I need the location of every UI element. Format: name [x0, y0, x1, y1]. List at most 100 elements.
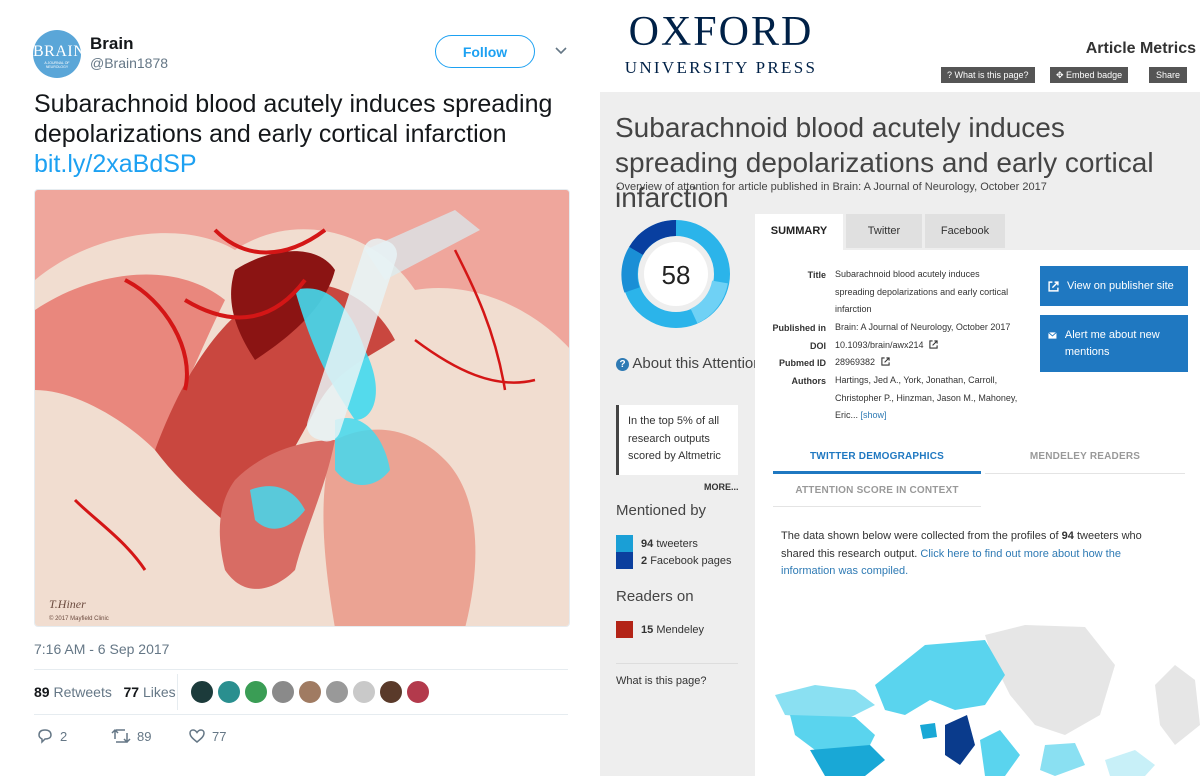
- data-info-link[interactable]: Click here to find out more about how th…: [781, 547, 1121, 578]
- title-value: Subarachnoid blood acutely induces sprea…: [835, 269, 1009, 314]
- top-percent-box: In the top 5% of all research outputs sc…: [616, 405, 738, 475]
- what-is-this-page-link[interactable]: What is this page?: [616, 675, 707, 687]
- altmetric-page: OXFORD UNIVERSITY PRESS Article Metrics …: [600, 0, 1200, 776]
- active-tab-underline: [773, 471, 981, 474]
- alert-me-label: Alert me about new mentions: [1064, 329, 1160, 358]
- avatar[interactable]: [298, 680, 322, 704]
- retweets-count[interactable]: 89: [34, 684, 50, 700]
- published-label: Published in: [772, 323, 826, 333]
- avatar[interactable]: [271, 680, 295, 704]
- mendeley-swatch: [616, 621, 633, 638]
- tweet-link[interactable]: bit.ly/2xaBdSP: [34, 150, 197, 178]
- publisher-subname: UNIVERSITY PRESS: [624, 58, 818, 77]
- reply-count: 2: [60, 728, 68, 744]
- reader-row-mendeley[interactable]: 15 Mendeley: [616, 621, 704, 638]
- data-text-prefix: The data shown below were collected from…: [781, 530, 1059, 542]
- embed-badge-label: Embed badge: [1066, 70, 1123, 80]
- authors-label: Authors: [791, 376, 827, 386]
- external-link-icon: [1048, 280, 1059, 292]
- divider: [985, 473, 1185, 474]
- avatar[interactable]: BRAIN A JOURNAL OF NEUROLOGY: [33, 30, 81, 78]
- doi-label: DOI: [809, 341, 826, 351]
- follow-button[interactable]: Follow: [435, 35, 535, 68]
- illustration-credit: © 2017 Mayfield Clinic: [49, 615, 109, 622]
- world-map[interactable]: [755, 605, 1200, 776]
- tab-twitter[interactable]: Twitter: [846, 214, 922, 248]
- tweet-illustration[interactable]: T.Hiner © 2017 Mayfield Clinic: [34, 189, 570, 627]
- retweet-action[interactable]: 89: [111, 727, 151, 745]
- likes-count[interactable]: 77: [123, 684, 140, 700]
- more-link[interactable]: MORE...: [704, 482, 739, 492]
- retweets-label[interactable]: Retweets: [53, 684, 112, 700]
- avatar[interactable]: [352, 680, 376, 704]
- tweet-timestamp[interactable]: 7:16 AM - 6 Sep 2017: [34, 641, 170, 657]
- readers-heading: Readers on: [616, 588, 694, 605]
- mention-row-tweeters[interactable]: 94 tweeters: [616, 535, 698, 552]
- avatar[interactable]: [406, 680, 430, 704]
- attention-score-donut[interactable]: 58: [614, 212, 738, 336]
- pubmed-row[interactable]: 28969382: [835, 354, 1020, 372]
- mention-row-facebook[interactable]: 2 Facebook pages: [616, 552, 732, 569]
- like-count: 77: [212, 728, 227, 744]
- embed-badge-button[interactable]: ✥ Embed badge: [1050, 67, 1129, 83]
- what-is-this-button[interactable]: ? What is this page?: [941, 67, 1035, 83]
- envelope-icon: [1048, 332, 1057, 339]
- view-publisher-button[interactable]: View on publisher site: [1040, 266, 1188, 306]
- external-link-icon[interactable]: [880, 357, 890, 366]
- divider: [177, 674, 178, 710]
- question-circle-icon: ?: [616, 358, 629, 371]
- publisher-logo[interactable]: OXFORD UNIVERSITY PRESS: [615, 10, 827, 78]
- tab-mendeley-readers[interactable]: MENDELEY READERS: [1029, 451, 1141, 462]
- likes-label[interactable]: Likes: [142, 684, 176, 700]
- avatar[interactable]: [325, 680, 349, 704]
- divider: [616, 663, 738, 664]
- account-handle[interactable]: @Brain1878: [90, 55, 169, 71]
- like-action[interactable]: 77: [188, 727, 226, 745]
- tab-facebook[interactable]: Facebook: [925, 214, 1005, 248]
- demographics-description: The data shown below were collected from…: [781, 528, 1176, 581]
- mendeley-label: Mendeley: [656, 623, 705, 636]
- pubmed-value[interactable]: 28969382: [835, 357, 876, 367]
- show-authors-link[interactable]: [show]: [860, 410, 887, 420]
- doi-row[interactable]: 10.1093/brain/awx214: [835, 337, 1020, 355]
- view-publisher-label: View on publisher site: [1067, 280, 1174, 292]
- article-overview: Overview of attention for article publis…: [616, 181, 1047, 193]
- facebook-swatch: [616, 552, 633, 569]
- divider: [773, 506, 981, 507]
- doi-value[interactable]: 10.1093/brain/awx214: [835, 340, 924, 350]
- pubmed-label: Pubmed ID: [778, 358, 826, 368]
- authors-value: Hartings, Jed A., York, Jonathan, Carrol…: [835, 375, 1018, 420]
- reply-action[interactable]: 2: [36, 727, 67, 745]
- share-button[interactable]: Share: [1149, 67, 1187, 83]
- authors-row: Hartings, Jed A., York, Jonathan, Carrol…: [835, 372, 1020, 425]
- reply-icon: [38, 729, 52, 744]
- retweet-icon: [111, 728, 131, 744]
- avatar[interactable]: [217, 680, 241, 704]
- account-name[interactable]: Brain: [90, 34, 134, 53]
- tweet-body: Subarachnoid blood acutely induces sprea…: [34, 90, 553, 148]
- what-is-this-label: What is this page?: [954, 70, 1029, 80]
- data-text-count: 94: [1061, 530, 1074, 542]
- facebook-count: 2: [641, 554, 648, 567]
- chevron-down-icon[interactable]: [553, 42, 569, 58]
- tab-attention-score-context[interactable]: ATTENTION SCORE IN CONTEXT: [795, 485, 959, 496]
- tab-summary[interactable]: SUMMARY: [755, 214, 843, 250]
- tweet-text: Subarachnoid blood acutely induces sprea…: [34, 89, 574, 179]
- alert-me-button[interactable]: Alert me about new mentions: [1040, 315, 1188, 372]
- title-label: Title: [807, 270, 826, 280]
- external-link-icon[interactable]: [929, 340, 938, 349]
- divider: [34, 714, 568, 715]
- avatar-logo-text: BRAIN: [33, 43, 81, 60]
- tab-twitter-demographics[interactable]: TWITTER DEMOGRAPHICS: [810, 451, 944, 462]
- avatar[interactable]: [379, 680, 403, 704]
- data-text-middle: tweeters who shared this research output…: [781, 530, 1142, 560]
- mendeley-count: 15: [641, 623, 654, 636]
- avatar[interactable]: [244, 680, 268, 704]
- heart-icon: [189, 729, 205, 743]
- tweeters-label: tweeters: [656, 537, 698, 550]
- page-label: Article Metrics: [1085, 40, 1196, 57]
- pin-icon: ✥: [1056, 70, 1067, 80]
- facebook-label: Facebook pages: [650, 554, 732, 567]
- attention-score-value: 58: [662, 260, 691, 290]
- avatar[interactable]: [190, 680, 214, 704]
